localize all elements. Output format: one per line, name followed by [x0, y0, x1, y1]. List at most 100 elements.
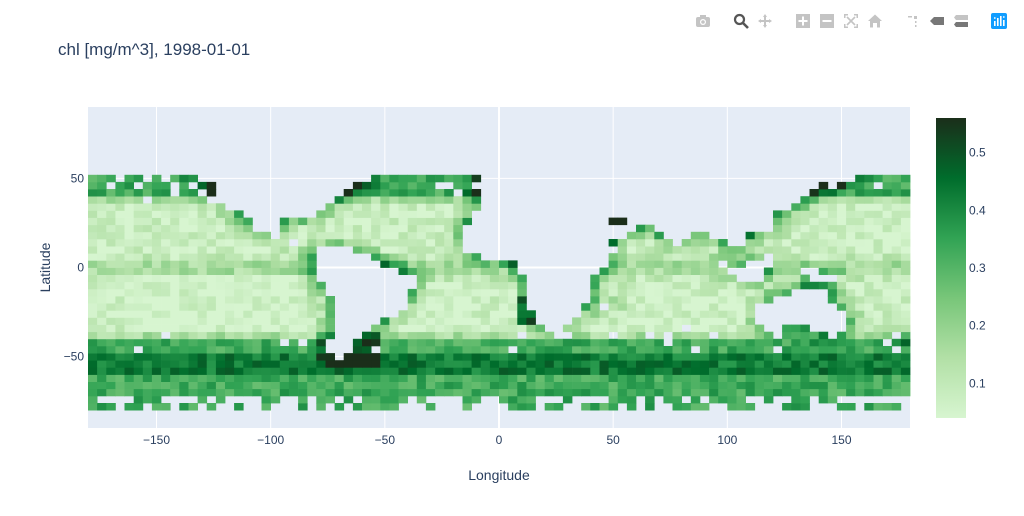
- heatmap-cell: [453, 260, 463, 268]
- hover-closest-icon[interactable]: [928, 12, 946, 30]
- heatmap-cell: [206, 303, 217, 311]
- heatmap-cell: [453, 303, 463, 311]
- heatmap-cell: [581, 346, 591, 354]
- heatmap-cell: [517, 317, 527, 325]
- heatmap-cell: [882, 246, 893, 254]
- heatmap-cell: [855, 189, 865, 197]
- heatmap-cell: [279, 260, 290, 268]
- heatmap-cell: [389, 388, 399, 397]
- heatmap-cell: [170, 388, 180, 397]
- heatmap-cell: [133, 224, 144, 233]
- heatmap-cell: [782, 353, 792, 361]
- heatmap-cell: [864, 310, 874, 318]
- pan-icon[interactable]: [756, 12, 774, 30]
- heatmap-cell: [316, 296, 326, 304]
- heatmap-cell: [398, 374, 408, 382]
- heatmap-cell: [188, 239, 198, 247]
- heatmap-cell: [645, 231, 655, 240]
- heatmap-cell: [362, 331, 372, 340]
- heatmap-cell: [873, 331, 883, 340]
- heatmap-cell: [261, 239, 271, 247]
- heatmap-cell: [380, 388, 390, 397]
- colorbar-ticks: 0.10.20.30.40.5: [969, 146, 986, 391]
- heatmap-cell: [106, 331, 116, 340]
- heatmap-cell: [873, 317, 883, 325]
- heatmap-cell: [270, 303, 281, 311]
- heatmap-cell: [891, 367, 902, 375]
- heatmap-cell: [197, 296, 208, 304]
- heatmap-cell: [508, 388, 518, 397]
- heatmap-cell: [362, 224, 372, 233]
- heatmap-cell: [544, 346, 555, 354]
- heatmap-cell: [462, 260, 472, 268]
- heatmap-cell: [115, 210, 125, 218]
- camera-icon[interactable]: [694, 12, 712, 30]
- heatmap-cell: [681, 353, 692, 361]
- heatmap-cell: [581, 367, 591, 375]
- heatmap-cell: [864, 246, 874, 254]
- heatmap-cell: [371, 203, 381, 211]
- heatmap-cell: [106, 360, 116, 368]
- heatmap-cell: [151, 288, 162, 297]
- heatmap-cell: [489, 346, 500, 354]
- heatmap-cells[interactable]: [88, 174, 911, 411]
- heatmap-cell: [800, 338, 810, 347]
- heatmap-cell: [398, 381, 408, 390]
- zoom-out-icon[interactable]: [818, 12, 836, 30]
- heatmap-cell: [836, 260, 847, 268]
- spike-lines-icon[interactable]: [904, 12, 922, 30]
- heatmap-cell: [590, 367, 600, 375]
- home-icon[interactable]: [866, 12, 884, 30]
- heatmap-cell: [773, 360, 783, 368]
- heatmap-cell: [270, 253, 281, 261]
- heatmap-cell: [690, 395, 701, 404]
- heatmap-cell: [215, 224, 226, 233]
- heatmap-cell: [681, 274, 692, 283]
- heatmap-cell: [261, 331, 271, 340]
- heatmap-cell: [645, 253, 655, 261]
- heatmap-cell: [672, 346, 682, 354]
- heatmap-cell: [161, 267, 171, 275]
- heatmap-cell: [288, 267, 299, 275]
- heatmap-cell: [471, 381, 482, 390]
- autoscale-icon[interactable]: [842, 12, 860, 30]
- heatmap-cell: [270, 381, 281, 390]
- hover-compare-icon[interactable]: [952, 12, 970, 30]
- heatmap-cell: [626, 310, 637, 318]
- heatmap-cell: [252, 281, 262, 290]
- heatmap-cell: [900, 281, 911, 290]
- heatmap-cell: [489, 360, 500, 368]
- zoom-in-icon[interactable]: [794, 12, 812, 30]
- heatmap-cell: [745, 381, 756, 390]
- heatmap-cell: [444, 346, 454, 354]
- heatmap-cell: [736, 353, 746, 361]
- plotly-logo-icon[interactable]: [990, 12, 1008, 30]
- heatmap-cell: [179, 253, 189, 261]
- heatmap-cell: [343, 367, 354, 375]
- heatmap-cell: [435, 324, 445, 333]
- heatmap-cell: [261, 267, 271, 275]
- heatmap-cell: [553, 360, 564, 368]
- heatmap-cell: [435, 381, 445, 390]
- heatmap-cell: [535, 353, 545, 361]
- heatmap-cell: [261, 281, 271, 290]
- heatmap-cell: [736, 303, 746, 311]
- heatmap-cell: [526, 317, 536, 325]
- heatmap-cell: [800, 346, 810, 354]
- heatmap-cell: [709, 239, 719, 247]
- heatmap-cell: [727, 288, 737, 297]
- heatmap-cell: [179, 360, 189, 368]
- heatmap-cell: [535, 331, 545, 340]
- zoom-icon[interactable]: [732, 12, 750, 30]
- heatmap-cell: [617, 324, 628, 333]
- heatmap-cell: [453, 174, 463, 183]
- heatmap-cell: [298, 239, 308, 247]
- heatmap-cell: [508, 367, 518, 375]
- heatmap-cell: [453, 246, 463, 254]
- heatmap-cell: [782, 367, 792, 375]
- heatmap-cell: [846, 367, 856, 375]
- heatmap-cell: [133, 196, 144, 204]
- heatmap-cell: [425, 360, 436, 368]
- heatmap-cell: [124, 331, 134, 340]
- heatmap-cell: [782, 288, 792, 297]
